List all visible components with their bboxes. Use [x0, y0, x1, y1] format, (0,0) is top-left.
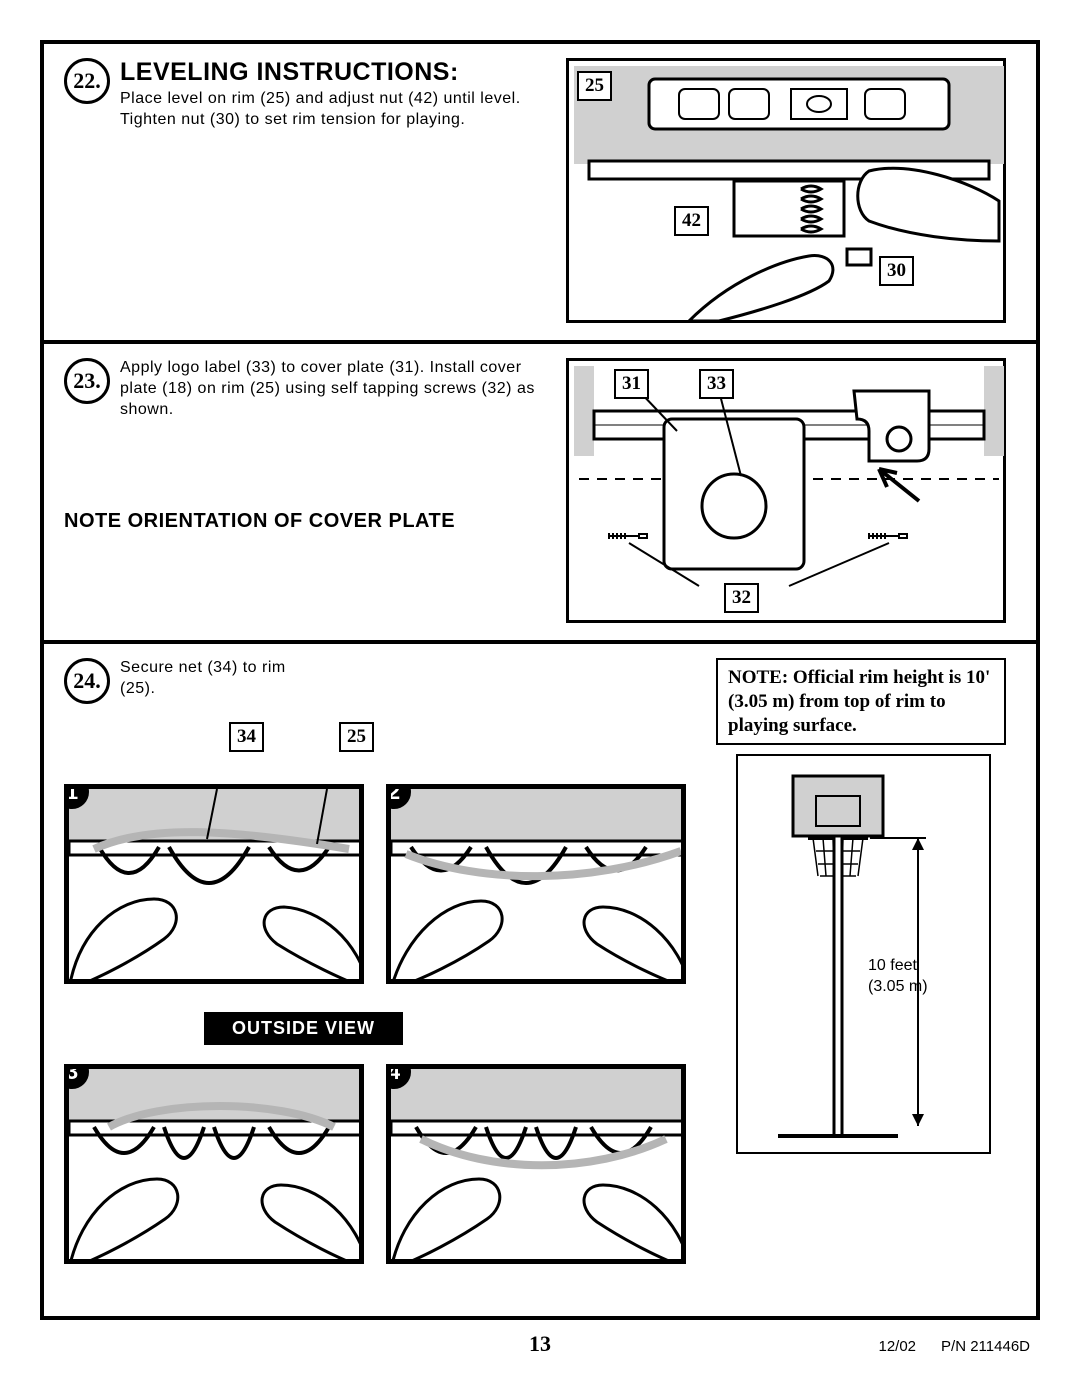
hoop-height-diagram: 10 feet (3.05 m)	[736, 754, 991, 1154]
step-22-number: 22.	[64, 58, 110, 104]
callout-25: 25	[339, 722, 374, 752]
page-frame: 22. LEVELING INSTRUCTIONS: Place level o…	[40, 40, 1040, 1320]
panel-4: 4	[386, 1064, 686, 1264]
callout-32: 32	[724, 583, 759, 613]
leveling-diagram-svg	[569, 61, 1009, 326]
hoop-height-label: 10 feet (3.05 m)	[868, 956, 928, 998]
callout-42: 42	[674, 206, 709, 236]
footer-part-number: P/N 211446D	[941, 1338, 1030, 1355]
step-22-diagram: 25 42 30	[566, 58, 1006, 323]
step-22-text-block: LEVELING INSTRUCTIONS: Place level on ri…	[120, 58, 540, 131]
height-meters: (3.05 m)	[868, 978, 928, 995]
step-24-body: Secure net (34) to rim (25).	[120, 658, 320, 700]
rim-height-note: NOTE: Official rim height is 10' (3.05 m…	[716, 658, 1006, 745]
net-step-4-svg	[391, 1069, 686, 1264]
height-feet: 10 feet	[868, 957, 917, 974]
panel-1: 1	[64, 784, 364, 984]
page-footer: 13 12/02 P/N 211446D	[40, 1331, 1040, 1357]
step-23-number: 23.	[64, 358, 110, 404]
net-step-2-svg	[391, 789, 686, 984]
step-22-title: LEVELING INSTRUCTIONS:	[120, 58, 540, 87]
footer-meta: 12/02 P/N 211446D	[878, 1338, 1030, 1355]
cover-plate-diagram-svg	[569, 361, 1009, 626]
hoop-height-svg	[738, 756, 993, 1156]
footer-date: 12/02	[878, 1338, 916, 1355]
step-22-body: Place level on rim (25) and adjust nut (…	[120, 89, 540, 131]
callout-25: 25	[577, 71, 612, 101]
step-23-diagram: 31 33 32	[566, 358, 1006, 623]
callout-30: 30	[879, 256, 914, 286]
section-24: 24. Secure net (34) to rim (25). 34 25 1	[44, 644, 1036, 1316]
net-step-3-svg	[69, 1069, 364, 1264]
page-number: 13	[529, 1331, 551, 1357]
step-24-number: 24.	[64, 658, 110, 704]
net-step-1-svg	[69, 789, 364, 984]
callout-33: 33	[699, 369, 734, 399]
outside-view-label: OUTSIDE VIEW	[204, 1012, 403, 1045]
callout-31: 31	[614, 369, 649, 399]
callout-34: 34	[229, 722, 264, 752]
section-23: 23. Apply logo label (33) to cover plate…	[44, 344, 1036, 644]
panel-3: 3	[64, 1064, 364, 1264]
panel-2: 2	[386, 784, 686, 984]
step-23-body: Apply logo label (33) to cover plate (31…	[120, 358, 540, 420]
section-22: 22. LEVELING INSTRUCTIONS: Place level o…	[44, 44, 1036, 344]
